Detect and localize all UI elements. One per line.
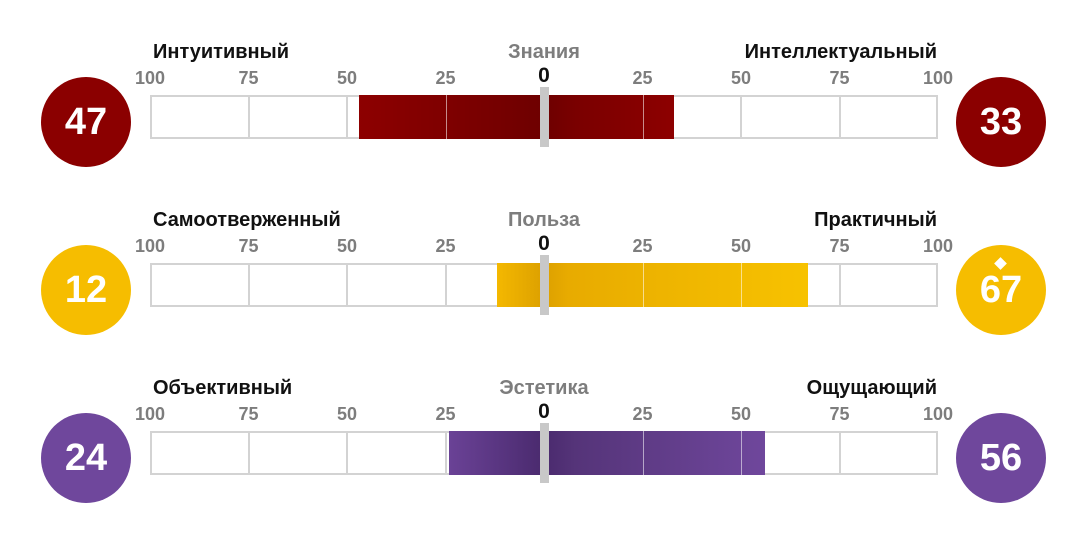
tick-label: 100	[922, 68, 954, 88]
bar-grid-line	[741, 431, 742, 475]
grid-line	[247, 95, 250, 139]
tick-label: 25	[435, 236, 456, 256]
center-marker	[540, 255, 549, 315]
chart-row: Интуитивный Знания Интеллектуальный 100 75 50…	[0, 40, 1088, 210]
grid-line	[444, 431, 447, 475]
chart-row: Самоотверженный Польза Практичный 100 75 50 25…	[0, 208, 1088, 378]
grid-line	[838, 431, 841, 475]
left-score-badge: 47	[41, 77, 131, 167]
tick-label: 100	[134, 236, 166, 256]
dimension-title: Знания	[508, 41, 580, 63]
grid-line	[444, 263, 447, 307]
left-pole-label: Самоотверженный	[153, 209, 341, 231]
right-pole-label: Интеллектуальный	[744, 41, 937, 63]
tick-label: 75	[829, 68, 850, 88]
tick-label: 100	[922, 404, 954, 424]
tick-label: 0	[538, 232, 550, 255]
left-score-badge: 24	[41, 413, 131, 503]
grid-line	[346, 263, 348, 307]
dimension-title: Польза	[508, 209, 580, 231]
right-score-badge: 56	[956, 413, 1046, 503]
tick-label: 25	[632, 404, 653, 424]
left-pole-label: Интуитивный	[153, 41, 290, 63]
grid-line	[247, 431, 250, 475]
bar-grid-line	[642, 95, 644, 139]
value-bar	[449, 431, 765, 475]
tick-label: 0	[538, 400, 550, 423]
center-marker	[540, 87, 549, 147]
tick-label: 25	[435, 68, 456, 88]
bar-grid-line	[642, 263, 644, 307]
tick-label: 50	[336, 68, 358, 88]
left-score-badge: 12	[41, 245, 131, 335]
left-pole-label: Объективный	[153, 377, 293, 399]
grid-line	[346, 95, 348, 139]
tick-label: 25	[632, 236, 653, 256]
grid-line	[247, 263, 250, 307]
tick-label: 75	[829, 236, 850, 256]
tick-label: 75	[829, 404, 850, 424]
tick-label: 100	[134, 68, 166, 88]
tick-label: 75	[238, 236, 259, 256]
bar-grid-line	[445, 95, 447, 139]
bar-grid-line	[741, 263, 742, 307]
tick-label: 75	[238, 68, 259, 88]
tick-label: 100	[922, 236, 954, 256]
tick-label: 25	[632, 68, 653, 88]
right-pole-label: Практичный	[814, 209, 937, 231]
grid-line	[740, 95, 742, 139]
grid-line	[346, 431, 348, 475]
tick-label: 25	[435, 404, 456, 424]
center-marker	[540, 423, 549, 483]
tick-label: 50	[730, 236, 752, 256]
value-bar	[358, 95, 674, 139]
right-pole-label: Ощущающий	[806, 377, 937, 399]
tick-label: 0	[538, 64, 550, 87]
grid-line	[838, 95, 841, 139]
right-score-badge: 33	[956, 77, 1046, 167]
bar-grid-line	[642, 431, 644, 475]
tick-label: 100	[134, 404, 166, 424]
chart-row: Объективный Эстетика Ощущающий 100 75 50 25 0 25…	[0, 376, 1088, 546]
tick-label: 75	[238, 404, 259, 424]
grid-line	[838, 263, 841, 307]
tick-label: 50	[730, 404, 752, 424]
dimension-title: Эстетика	[499, 377, 589, 399]
tick-label: 50	[336, 404, 358, 424]
tick-label: 50	[730, 68, 752, 88]
tick-label: 50	[336, 236, 358, 256]
